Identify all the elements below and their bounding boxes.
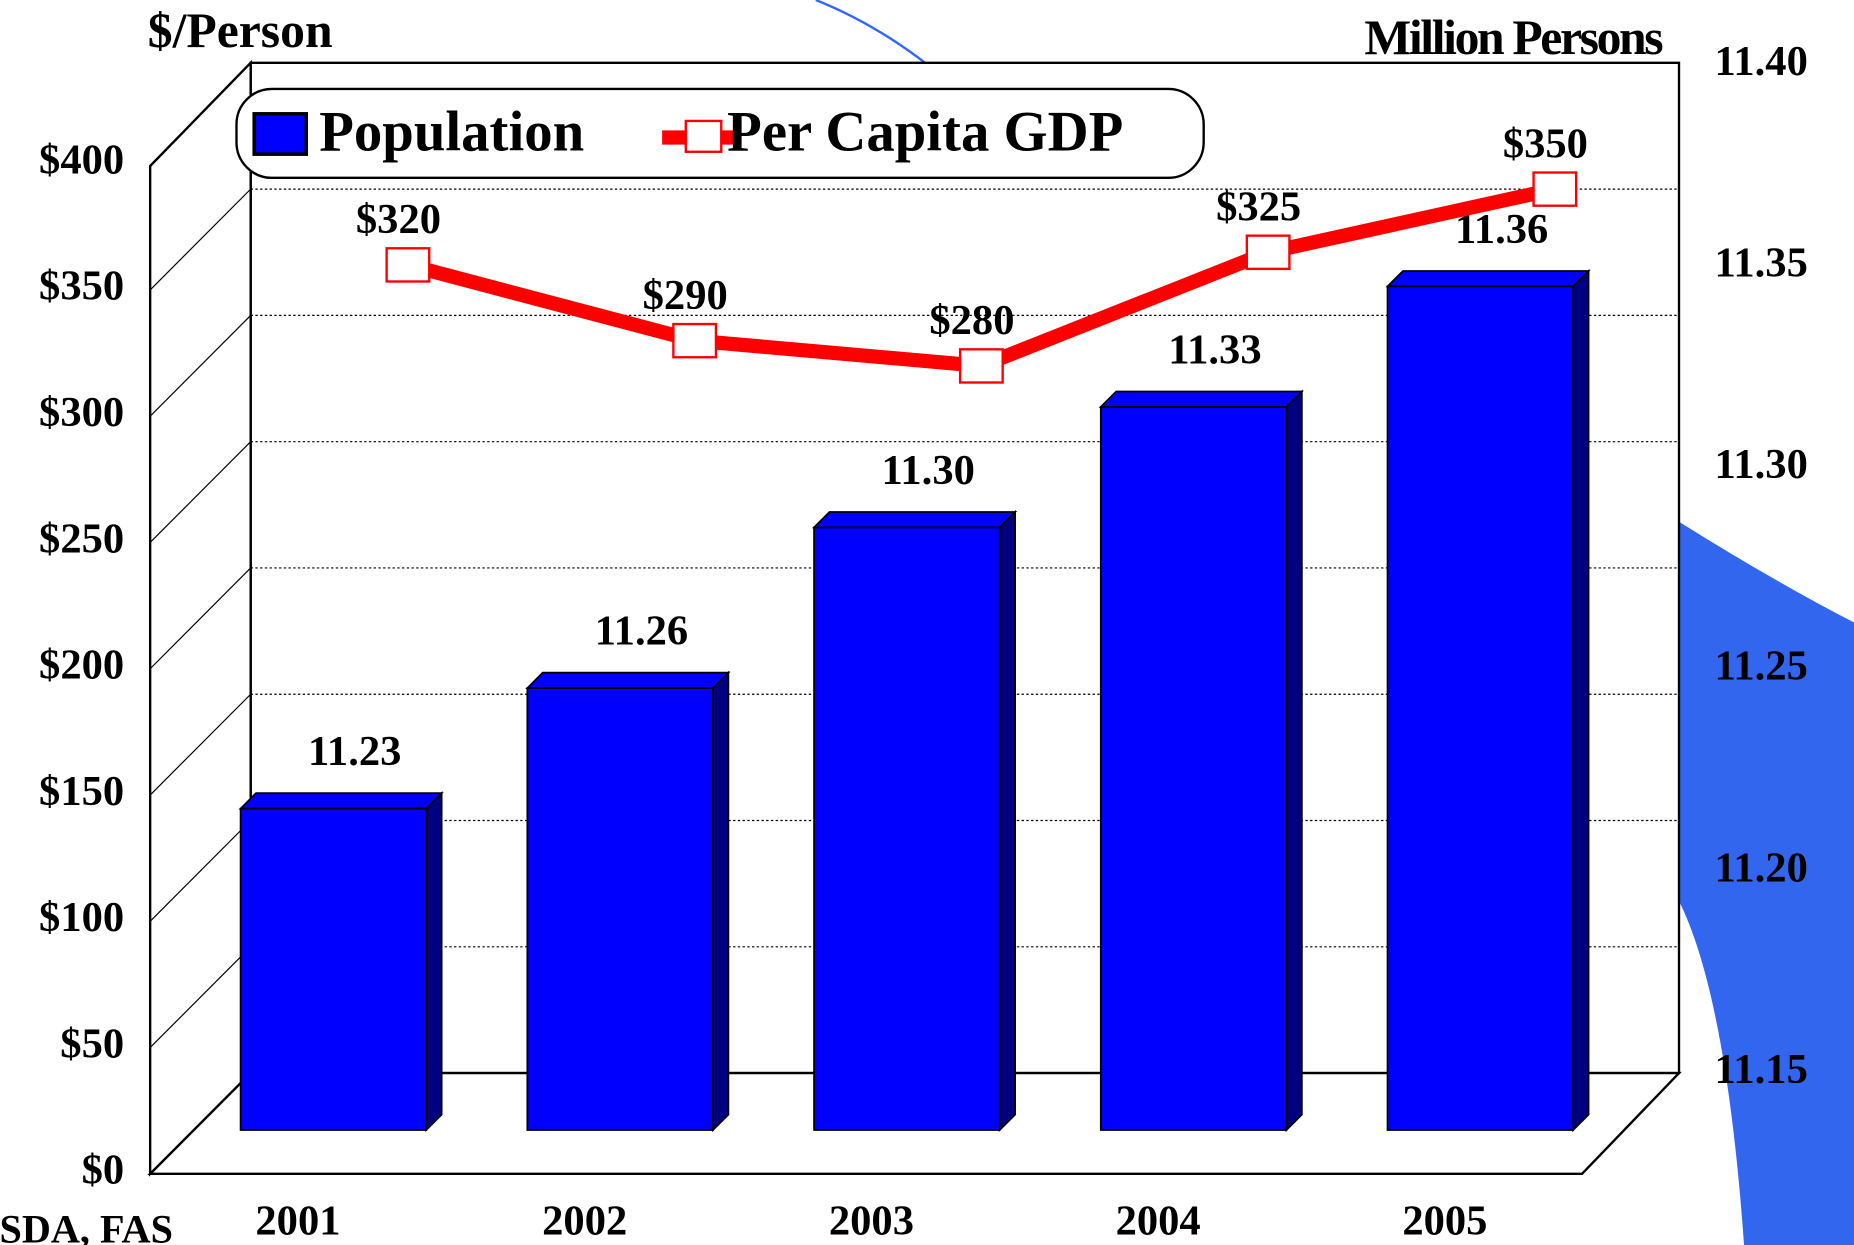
legend: Population Per Capita GDP (235, 87, 1205, 180)
line-marker (672, 322, 718, 359)
legend-swatch (252, 112, 309, 156)
bar-top (811, 511, 1018, 529)
grid-line (149, 441, 252, 543)
data-label: 11.26 (595, 607, 688, 654)
bar-top (1098, 390, 1304, 408)
grid-line (149, 567, 252, 670)
y2-tick-label: 11.25 (1714, 643, 1807, 690)
bar-top (525, 671, 731, 689)
bar-side (425, 791, 443, 1133)
legend-label: Per Capita GDP (727, 101, 1123, 164)
bar (525, 670, 731, 1133)
bar-front (239, 807, 428, 1131)
bar-side (1285, 389, 1303, 1133)
line-marker (958, 348, 1004, 384)
y2-tick-label: 11.20 (1714, 844, 1807, 891)
source: USDA, FAS (0, 1206, 173, 1245)
bar-side (998, 509, 1016, 1133)
data-label: $280 (929, 297, 1014, 344)
y2-tick-label: 11.30 (1714, 441, 1807, 488)
bar-front (1386, 285, 1575, 1131)
data-label: $320 (356, 196, 441, 243)
bar-front (1099, 406, 1288, 1131)
bar (238, 791, 444, 1133)
legend-label: Population (319, 101, 584, 164)
data-label: 11.33 (1168, 326, 1261, 373)
grid-line (149, 693, 252, 796)
x-tick-label: 2002 (542, 1198, 627, 1245)
bar (1098, 389, 1304, 1133)
y-tick-label: $350 (39, 263, 124, 310)
line-marker (385, 247, 431, 283)
line-marker (1245, 234, 1291, 271)
grid-line (149, 820, 252, 922)
y-tick-label: $300 (39, 389, 124, 436)
data-label: $350 (1503, 120, 1588, 167)
y2-tick-label: 11.35 (1714, 240, 1807, 287)
decor-arc (815, 0, 929, 67)
y2-tick-label: 11.15 (1714, 1046, 1807, 1093)
y2-axis-title: Million Persons (1364, 10, 1663, 65)
legend-swatch (684, 119, 723, 153)
y-tick-label: $400 (39, 136, 124, 183)
bar-side (1572, 268, 1590, 1133)
data-label: 11.23 (308, 728, 401, 775)
data-label: $290 (643, 272, 728, 319)
line-marker (1532, 171, 1578, 207)
y-axis-title: $/Person (148, 3, 333, 58)
y-tick-label: $250 (39, 515, 124, 562)
y-tick-label: $0 (82, 1147, 125, 1194)
bar-front (526, 687, 714, 1131)
decor-shape (1679, 521, 1854, 1245)
bar (811, 509, 1018, 1133)
y-tick-label: $100 (39, 894, 124, 941)
y-tick-label: $150 (39, 768, 124, 815)
bar (1385, 268, 1591, 1133)
x-tick-label: 2004 (1116, 1198, 1201, 1245)
bar-top (1385, 270, 1591, 288)
x-tick-label: 2001 (255, 1198, 340, 1245)
data-label: 11.30 (881, 447, 974, 494)
bar-front (813, 526, 1001, 1131)
y-tick-label: $200 (39, 641, 124, 688)
grid-line (149, 946, 252, 1048)
y2-tick-label: 11.40 (1714, 38, 1807, 85)
grid-line (149, 188, 252, 291)
grid-line (149, 314, 252, 417)
x-tick-label: 2003 (829, 1198, 914, 1245)
bar-side (712, 670, 730, 1133)
y-tick-label: $50 (60, 1020, 124, 1067)
bar-top (238, 792, 444, 810)
x-tick-label: 2005 (1402, 1198, 1487, 1245)
data-label: $325 (1216, 184, 1301, 231)
